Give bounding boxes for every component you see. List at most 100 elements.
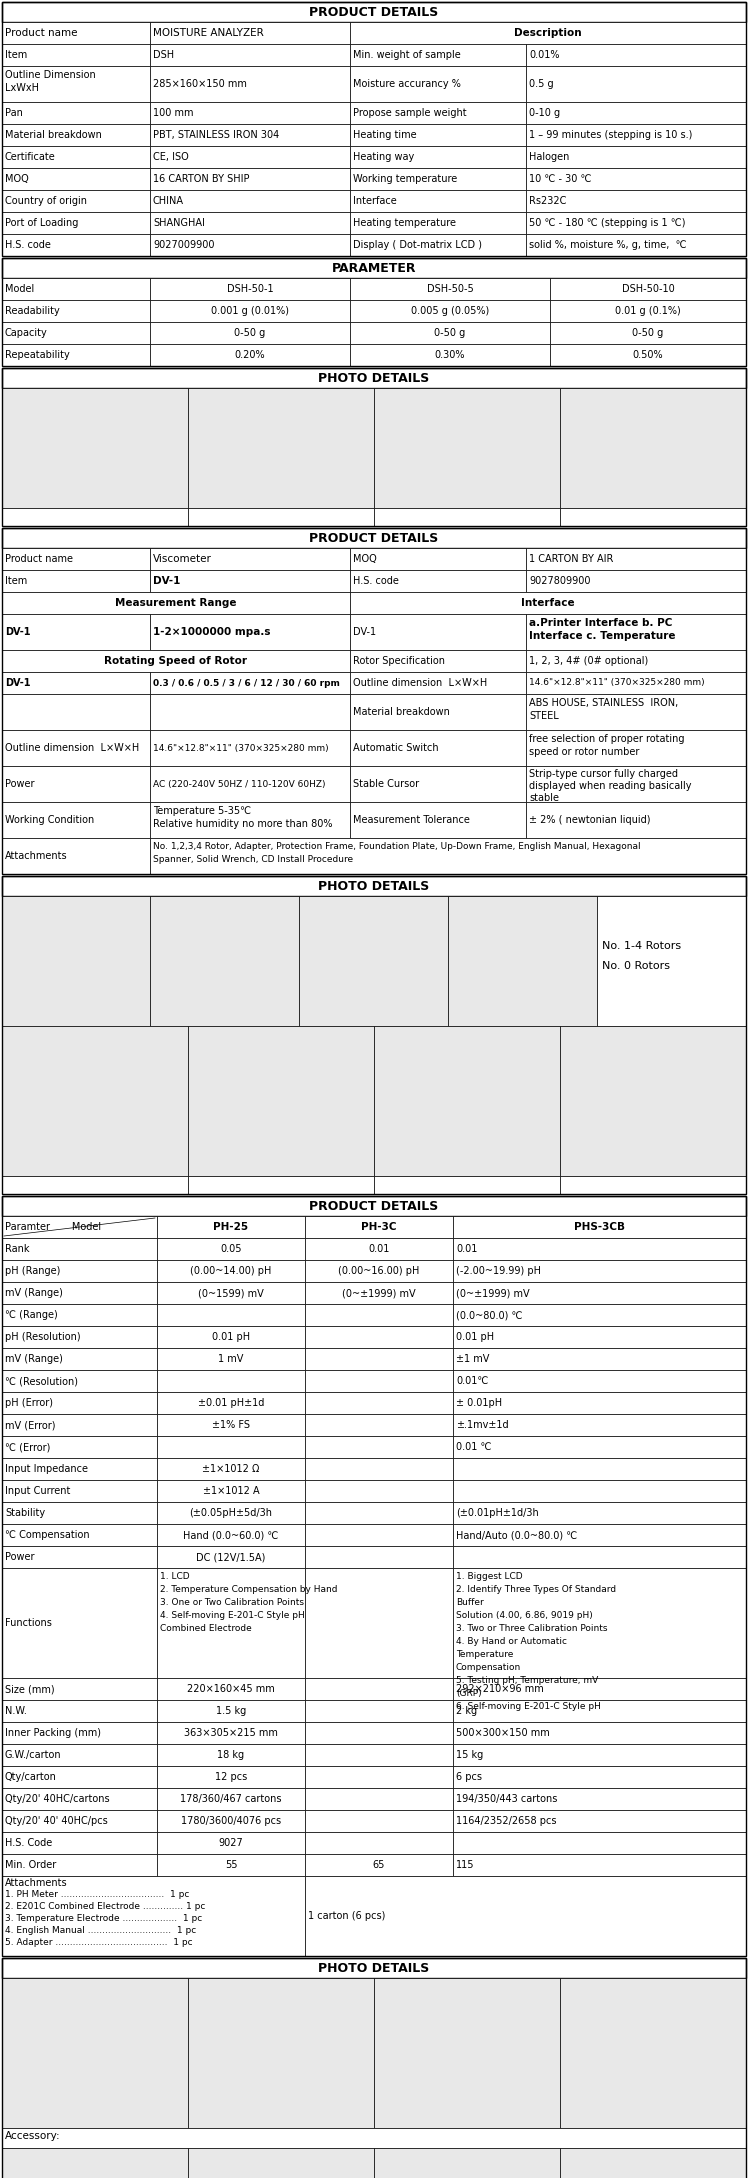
Bar xyxy=(305,1568,453,1677)
Text: PHOTO DETAILS: PHOTO DETAILS xyxy=(319,372,429,386)
Bar xyxy=(305,1414,453,1435)
Bar xyxy=(305,1435,453,1457)
Text: Functions: Functions xyxy=(5,1618,52,1627)
Bar xyxy=(2,22,150,44)
Text: Outline Dimension: Outline Dimension xyxy=(5,70,96,81)
Bar xyxy=(2,211,150,233)
Text: Moisture accurancy %: Moisture accurancy % xyxy=(353,78,461,89)
Text: 0-50 g: 0-50 g xyxy=(234,329,266,338)
Bar xyxy=(305,1457,453,1481)
Text: Combined Electrode: Combined Electrode xyxy=(160,1625,252,1634)
Text: Port of Loading: Port of Loading xyxy=(5,218,79,229)
Text: ℃ (Range): ℃ (Range) xyxy=(5,1309,58,1320)
Bar xyxy=(453,1745,746,1766)
Bar xyxy=(150,344,350,366)
Bar xyxy=(2,839,150,873)
Bar xyxy=(2,44,150,65)
Text: Display ( Dot-matrix LCD ): Display ( Dot-matrix LCD ) xyxy=(353,240,482,250)
Bar xyxy=(157,1326,305,1348)
Bar xyxy=(305,1305,453,1326)
Bar xyxy=(305,1392,453,1414)
Bar xyxy=(350,802,526,839)
Bar xyxy=(2,1215,157,1237)
Text: Capacity: Capacity xyxy=(5,329,48,338)
Text: 1 carton (6 pcs): 1 carton (6 pcs) xyxy=(308,1910,385,1921)
Bar xyxy=(2,2128,746,2148)
Text: DV-1: DV-1 xyxy=(5,677,31,688)
Text: Interface c. Temperature: Interface c. Temperature xyxy=(529,632,675,640)
Text: 18 kg: 18 kg xyxy=(218,1749,245,1760)
Text: Paramter       Model: Paramter Model xyxy=(5,1222,101,1233)
Bar xyxy=(2,2,746,22)
Text: G.W./carton: G.W./carton xyxy=(5,1749,61,1760)
Text: ±1% FS: ±1% FS xyxy=(212,1420,250,1431)
Bar xyxy=(157,1503,305,1525)
Bar xyxy=(2,1283,157,1305)
Bar xyxy=(2,1810,157,1832)
Bar xyxy=(150,65,350,102)
Text: free selection of proper rotating: free selection of proper rotating xyxy=(529,734,684,745)
Bar xyxy=(526,102,746,124)
Text: STEEL: STEEL xyxy=(529,710,559,721)
Bar xyxy=(2,876,746,895)
Bar xyxy=(448,895,597,1026)
Text: (GRP): (GRP) xyxy=(456,1688,482,1699)
Bar xyxy=(2,1237,157,1261)
Text: 0.01%: 0.01% xyxy=(529,50,560,61)
Bar xyxy=(453,1305,746,1326)
Text: DV-1: DV-1 xyxy=(5,627,31,636)
Bar xyxy=(2,2148,188,2178)
Bar xyxy=(157,1745,305,1766)
Text: Rs232C: Rs232C xyxy=(529,196,566,207)
Text: 10 ℃ - 30 ℃: 10 ℃ - 30 ℃ xyxy=(529,174,592,183)
Text: ±0.01 pH±1d: ±0.01 pH±1d xyxy=(197,1398,264,1407)
Bar xyxy=(350,279,550,301)
Bar xyxy=(2,767,150,802)
Bar xyxy=(350,614,526,649)
Bar xyxy=(305,1701,453,1723)
Text: 3. Two or Three Calibration Points: 3. Two or Three Calibration Points xyxy=(456,1625,607,1634)
Text: Qty/20' 40' 40HC/pcs: Qty/20' 40' 40HC/pcs xyxy=(5,1816,108,1825)
Text: 115: 115 xyxy=(456,1860,474,1871)
Bar xyxy=(305,1370,453,1392)
Text: Viscometer: Viscometer xyxy=(153,553,212,564)
Text: 1 mV: 1 mV xyxy=(218,1355,244,1363)
Bar xyxy=(453,1457,746,1481)
Text: 0.01℃: 0.01℃ xyxy=(456,1376,488,1385)
Text: ABS HOUSE, STAINLESS  IRON,: ABS HOUSE, STAINLESS IRON, xyxy=(529,697,678,708)
Text: Qty/20' 40HC/cartons: Qty/20' 40HC/cartons xyxy=(5,1795,110,1803)
Text: Min. weight of sample: Min. weight of sample xyxy=(353,50,461,61)
Text: 6 pcs: 6 pcs xyxy=(456,1773,482,1782)
Text: mV (Error): mV (Error) xyxy=(5,1420,55,1431)
Text: (0~1599) mV: (0~1599) mV xyxy=(198,1287,264,1298)
Text: H.S. Code: H.S. Code xyxy=(5,1838,52,1847)
Text: 9027009900: 9027009900 xyxy=(153,240,215,250)
Bar xyxy=(350,189,526,211)
Bar xyxy=(526,146,746,168)
Text: displayed when reading basically: displayed when reading basically xyxy=(529,782,691,791)
Bar xyxy=(305,1723,453,1745)
Bar xyxy=(2,592,350,614)
Bar xyxy=(157,1348,305,1370)
Bar xyxy=(157,1392,305,1414)
Bar xyxy=(2,1348,157,1370)
Bar xyxy=(526,44,746,65)
Bar xyxy=(2,1958,746,1978)
Bar xyxy=(2,1701,157,1723)
Text: AC (220-240V 50HZ / 110-120V 60HZ): AC (220-240V 50HZ / 110-120V 60HZ) xyxy=(153,780,325,788)
Text: LxWxH: LxWxH xyxy=(5,83,39,94)
Text: 3. One or Two Calibration Points: 3. One or Two Calibration Points xyxy=(160,1599,304,1607)
Bar xyxy=(453,1853,746,1875)
Text: Relative humidity no more than 80%: Relative humidity no more than 80% xyxy=(153,819,333,830)
Text: H.S. code: H.S. code xyxy=(5,240,51,250)
Bar xyxy=(2,614,150,649)
Bar xyxy=(560,388,746,507)
Bar xyxy=(560,1176,746,1194)
Text: Interface: Interface xyxy=(353,196,396,207)
Text: MOQ: MOQ xyxy=(5,174,28,183)
Bar xyxy=(350,146,526,168)
Text: 194/350/443 cartons: 194/350/443 cartons xyxy=(456,1795,557,1803)
Text: PRODUCT DETAILS: PRODUCT DETAILS xyxy=(310,531,438,544)
Text: Outline dimension  L×W×H: Outline dimension L×W×H xyxy=(353,677,487,688)
Text: 0.50%: 0.50% xyxy=(633,351,663,359)
